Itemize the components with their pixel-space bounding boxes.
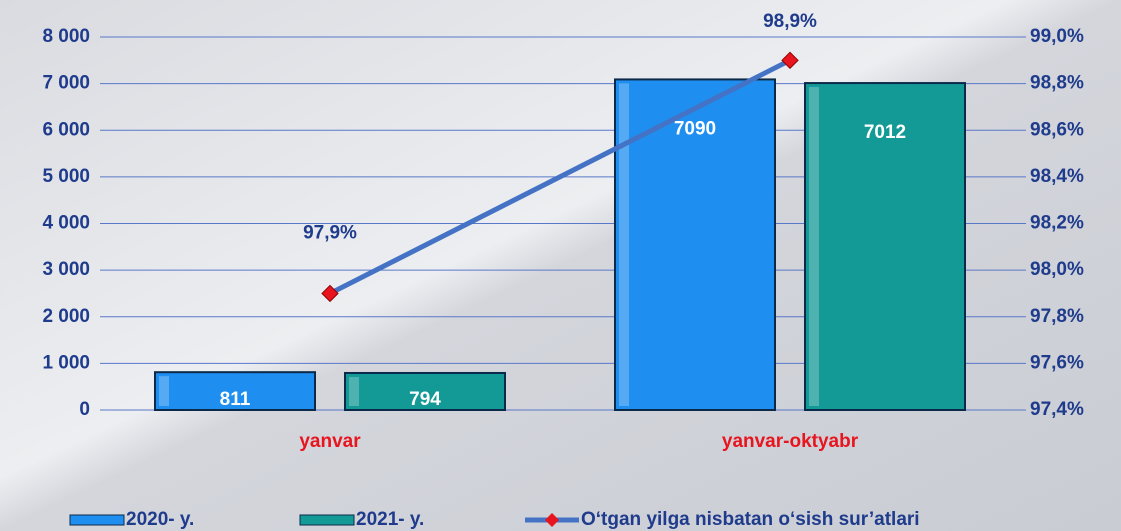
bar-highlight: [809, 87, 819, 407]
legend-swatch: [69, 514, 125, 526]
bar: [154, 371, 316, 412]
legend-label: 2020- y.: [126, 509, 194, 530]
legend-label: O‘tgan yilga nisbatan o‘sish sur’atlari: [581, 509, 920, 530]
bar: [344, 371, 506, 411]
y-tick-label: 1 000: [42, 352, 90, 373]
line-value-label: 98,9%: [763, 11, 817, 32]
legend-label: 2021- y.: [356, 509, 424, 530]
y-tick-label: 4 000: [42, 213, 90, 234]
y-tick-label: 0: [79, 399, 90, 420]
y2-tick-label: 98,8%: [1030, 73, 1084, 94]
legend-marker: [545, 513, 559, 527]
y-tick-label: 3 000: [42, 259, 90, 280]
y2-tick-label: 98,0%: [1030, 259, 1084, 280]
bar-value-label: 7012: [864, 122, 906, 143]
y-tick-label: 5 000: [42, 166, 90, 187]
bar-highlight: [159, 376, 169, 406]
bar-value-label: 7090: [674, 118, 716, 139]
y-tick-label: 2 000: [42, 306, 90, 327]
y2-tick-label: 99,0%: [1030, 26, 1084, 47]
bar-highlight: [619, 83, 629, 407]
y-tick-label: 6 000: [42, 119, 90, 140]
bar: [804, 82, 966, 412]
x-tick-label: yanvar-oktyabr: [722, 431, 859, 452]
legend-swatch: [299, 514, 355, 526]
bar-value-label: 794: [409, 389, 441, 410]
y-tick-label: 8 000: [42, 26, 90, 47]
line: [328, 58, 792, 296]
y2-tick-label: 97,4%: [1030, 399, 1084, 420]
y2-tick-label: 97,6%: [1030, 352, 1084, 373]
y2-tick-label: 98,4%: [1030, 166, 1084, 187]
y2-tick-label: 97,8%: [1030, 306, 1084, 327]
y-tick-label: 7 000: [42, 73, 90, 94]
x-tick-label: yanvar: [299, 431, 361, 452]
line-marker: [781, 51, 799, 70]
line-value-label: 97,9%: [303, 222, 357, 243]
y2-tick-label: 98,6%: [1030, 119, 1084, 140]
bar-value-label: 811: [220, 389, 251, 410]
y2-tick-label: 98,2%: [1030, 213, 1084, 234]
bar-highlight: [349, 376, 359, 406]
line-marker: [321, 284, 339, 303]
